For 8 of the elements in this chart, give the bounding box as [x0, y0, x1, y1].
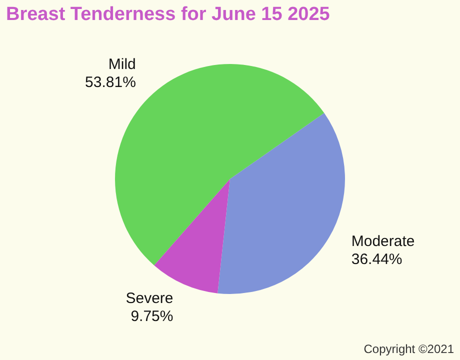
text: Copyright ©2021	[364, 342, 454, 356]
data-label: 36.44%	[351, 250, 402, 268]
slice-label: Severe	[126, 290, 174, 308]
data-label: 53.81%	[85, 74, 136, 92]
chart-title: Breast Tenderness for June 15 2025	[6, 4, 330, 26]
slice-label: Moderate	[351, 232, 415, 250]
data-label: 9.75%	[130, 308, 174, 326]
slice-label: Mild	[108, 56, 136, 74]
